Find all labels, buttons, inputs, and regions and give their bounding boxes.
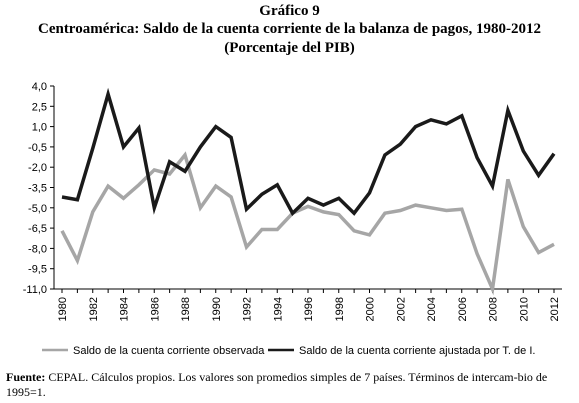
y-tick-label: -0,5 [28,142,47,154]
legend-label-1: Saldo de la cuenta corriente observada [73,345,265,357]
y-tick-label: -11,0 [23,284,47,296]
plot-area: 4,0 2,5 1,0 -0,5 -2,0 -3,5 -5,0 -6,5 -8,0 -9,5 -11… [23,81,562,321]
y-tick-label: -2,0 [28,162,47,174]
y-tick-label: -9,5 [28,264,47,276]
x-tick-label: 2004 [426,297,438,321]
y-tick-label: -6,5 [28,223,47,235]
y-tick-label: -8,0 [28,243,47,255]
y-tick-label: -3,5 [28,183,47,195]
x-tick-label: 2008 [488,297,500,321]
source-text: CEPAL. Cálculos propios. Los valores son… [6,370,548,399]
y-tick-label: 4,0 [32,81,47,93]
x-tick-label: 2006 [457,297,469,321]
y-tick-label: 2,5 [32,101,47,113]
x-tick-label: 1988 [180,297,192,321]
x-tick-label: 1990 [211,297,223,321]
figure-number: Gráfico 9 [259,3,320,19]
x-tick-label: 1984 [119,297,131,321]
x-tick-label: 2002 [395,297,407,321]
legend-label-2: Saldo de la cuenta corriente ajustada po… [299,345,535,357]
x-tick-label: 1996 [303,297,315,321]
x-tick-label: 1982 [88,297,100,321]
x-tick-label: 2000 [365,297,377,321]
x-tick-label: 2010 [518,297,530,321]
source-label: Fuente: [6,370,46,384]
x-tick-label: 1986 [149,297,161,321]
y-tick-label: 1,0 [32,122,47,134]
x-tick-label: 1998 [334,297,346,321]
y-tick-label: -5,0 [28,203,47,215]
series-line-1 [60,151,555,296]
legend: Saldo de la cuenta corriente observada Sa… [42,345,535,357]
chart-title: Centroamérica: Saldo de la cuenta corrie… [37,21,541,37]
x-tick-label: 1994 [272,297,284,321]
x-tick-label: 2012 [549,297,561,321]
x-tick-label: 1980 [57,297,69,321]
source-note: Fuente: CEPAL. Cálculos propios. Los val… [6,370,576,400]
series-line-2 [61,87,556,217]
chart-subtitle: (Porcentaje del PIB) [224,40,355,56]
x-tick-label: 1992 [242,297,254,321]
